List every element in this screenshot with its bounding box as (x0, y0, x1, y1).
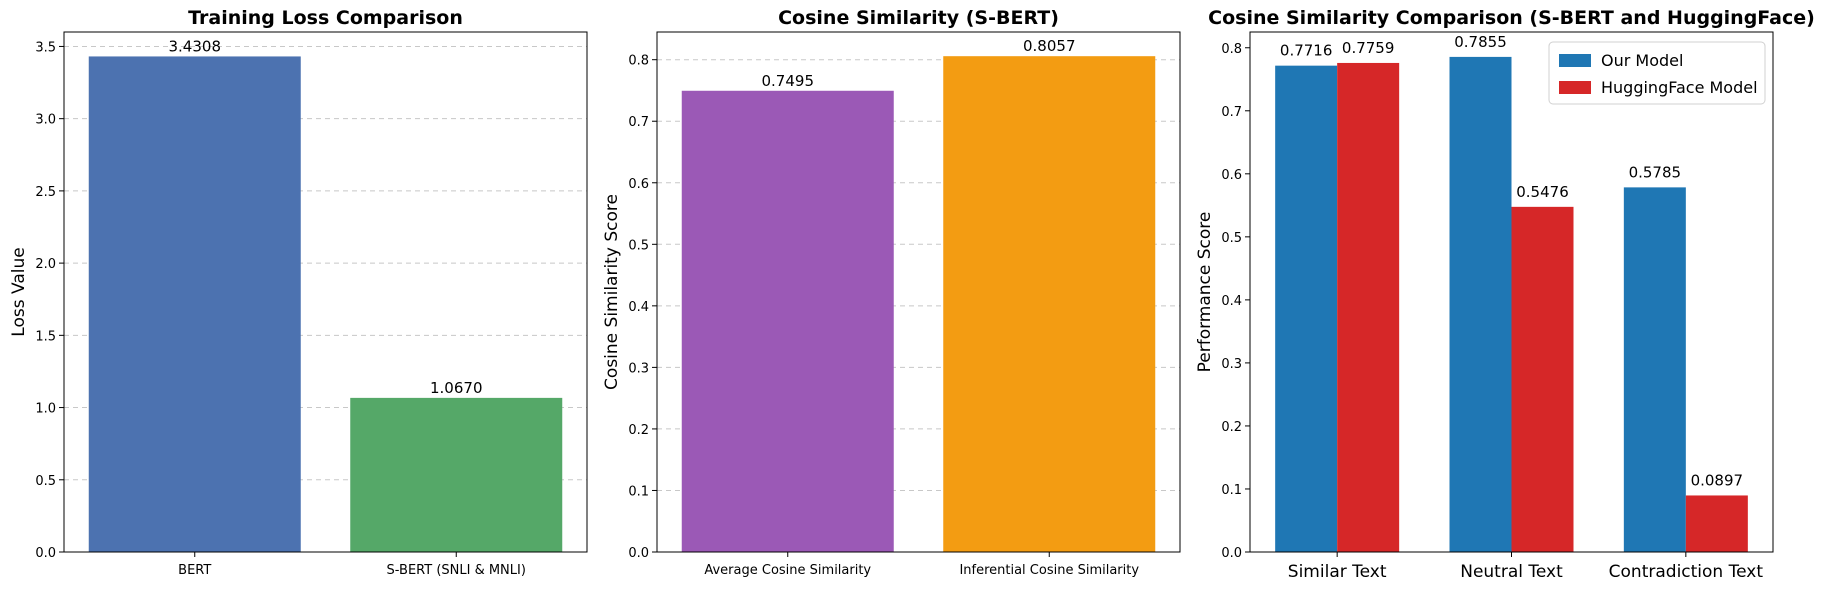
y-axis-label: Cosine Similarity Score (602, 194, 622, 390)
bar (1337, 62, 1400, 553)
y-tick-label: 3.5 (35, 40, 56, 55)
y-tick-label: 2.5 (35, 185, 56, 200)
bar (1623, 187, 1686, 552)
y-tick-label: 0.6 (628, 177, 649, 192)
chart-title: Cosine Similarity Comparison (S-BERT and… (1208, 7, 1815, 29)
y-tick-label: 0.5 (1221, 231, 1242, 246)
bar (350, 397, 563, 552)
data-label: 0.5785 (1629, 163, 1682, 181)
y-tick-label: 2.0 (35, 257, 56, 272)
data-label: 0.7716 (1280, 42, 1333, 60)
plot-frame (656, 31, 1181, 553)
legend-box (1548, 41, 1766, 105)
y-axis-label: Loss Value (9, 247, 29, 336)
legend-label: HuggingFace Model (1601, 78, 1758, 97)
x-tick-label: BERT (178, 563, 211, 578)
y-tick-label: 0.8 (1221, 42, 1242, 57)
bar (1449, 56, 1512, 552)
y-tick-label: 0.1 (628, 484, 649, 499)
y-tick-label: 0.0 (628, 546, 649, 561)
data-label: 0.7759 (1342, 39, 1395, 57)
y-tick-label: 0.2 (1221, 420, 1242, 435)
y-tick-label: 0.7 (1221, 105, 1242, 120)
bar (1275, 65, 1338, 553)
x-tick-label: Neutral Text (1460, 562, 1563, 582)
y-tick-label: 0.2 (628, 423, 649, 438)
y-tick-label: 0.5 (628, 238, 649, 253)
y-tick-label: 0.1 (1221, 483, 1242, 498)
bar (1511, 206, 1574, 552)
y-tick-label: 0.6 (1221, 168, 1242, 183)
y-axis-label: Performance Score (1195, 212, 1215, 373)
y-tick-label: 0.7 (628, 115, 649, 130)
y-tick-label: 0.8 (628, 54, 649, 69)
legend-swatch (1559, 54, 1591, 67)
y-tick-label: 0.3 (1221, 357, 1242, 372)
y-tick-label: 3.0 (35, 113, 56, 128)
y-tick-label: 0.0 (1221, 546, 1242, 561)
data-label: 0.0897 (1691, 471, 1744, 489)
bar (88, 56, 301, 552)
bar (681, 90, 894, 553)
y-tick-label: 1.0 (35, 402, 56, 417)
chart-2: 0.7495 0.8057 0.0 0.1 0.2 0.3 0.4 0.5 0.6 0.7 0.8 A… (602, 7, 1181, 578)
data-label: 1.0670 (430, 379, 483, 397)
chart-1: 3.4308 1.0670 0.0 0.5 1.0 1.5 2.0 2.5 3.0 3.5 BERT… (9, 7, 588, 578)
chart-title: Cosine Similarity (S-BERT) (778, 7, 1059, 29)
bar (943, 56, 1156, 552)
x-tick-label: Contradiction Text (1609, 562, 1764, 582)
chart-3: 0.7716 0.7855 0.5785 0.7759 0.5476 0.0897 0.0 0… (1195, 7, 1815, 582)
data-label: 3.4308 (169, 37, 222, 55)
y-tick-label: 0.5 (35, 474, 56, 489)
plot-frame (63, 31, 588, 553)
x-tick-label: Similar Text (1288, 562, 1387, 582)
bar (1685, 495, 1748, 552)
x-tick-label: Inferential Cosine Similarity (959, 563, 1139, 578)
chart-title: Training Loss Comparison (188, 7, 463, 29)
x-tick-label: Average Cosine Similarity (704, 563, 871, 578)
y-tick-label: 0.4 (628, 300, 649, 315)
y-tick-label: 0.3 (628, 361, 649, 376)
y-tick-label: 0.4 (1221, 294, 1242, 309)
legend-swatch (1559, 81, 1591, 94)
data-label: 0.8057 (1023, 37, 1076, 55)
data-label: 0.5476 (1516, 183, 1569, 201)
legend: Our Model HuggingFace Model (1548, 41, 1766, 105)
y-tick-label: 1.5 (35, 329, 56, 344)
data-label: 0.7855 (1454, 33, 1507, 51)
legend-label: Our Model (1601, 51, 1683, 70)
data-label: 0.7495 (762, 72, 815, 90)
y-tick-label: 0.0 (35, 546, 56, 561)
x-tick-label: S-BERT (SNLI & MNLI) (387, 563, 526, 578)
